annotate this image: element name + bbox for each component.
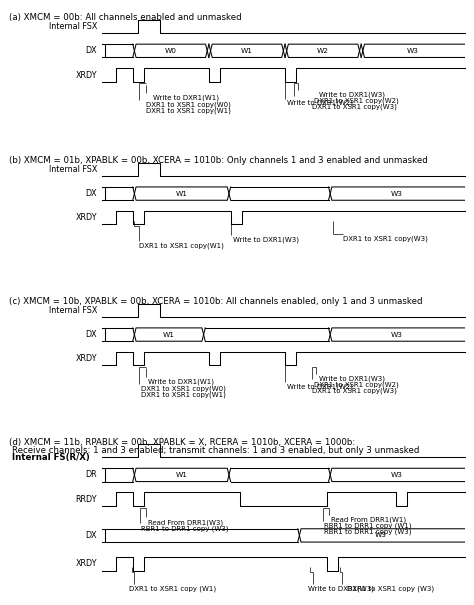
Text: W1: W1 <box>163 332 175 338</box>
Text: Write to DXR1(W2): Write to DXR1(W2) <box>287 384 353 390</box>
Text: W1: W1 <box>176 191 188 197</box>
Text: DXR1 to XSR1 copy(W0): DXR1 to XSR1 copy(W0) <box>146 102 231 108</box>
Text: Read From DRR1(W1): Read From DRR1(W1) <box>331 517 407 523</box>
Text: W1: W1 <box>176 472 188 478</box>
Text: DXR1 to XSR1 copy(W1): DXR1 to XSR1 copy(W1) <box>139 243 224 249</box>
Text: XRDY: XRDY <box>76 71 97 79</box>
Text: DXR1 to XSR1 copy(W2): DXR1 to XSR1 copy(W2) <box>314 381 399 388</box>
Text: DXR1 to XSR1 copy (W3): DXR1 to XSR1 copy (W3) <box>347 586 434 592</box>
Text: Write to DXR1(W3): Write to DXR1(W3) <box>319 375 385 382</box>
Text: XRDY: XRDY <box>76 355 97 363</box>
Text: W0: W0 <box>165 48 177 54</box>
Text: (c) XMCM = 10b, XPABLK = 00b, XCERA = 1010b: All channels enabled, only 1 and 3 : (c) XMCM = 10b, XPABLK = 00b, XCERA = 10… <box>9 297 422 306</box>
Text: Receive channels: 1 and 3 enabled; transmit channels: 1 and 3 enabled, but only : Receive channels: 1 and 3 enabled; trans… <box>12 446 419 455</box>
Text: XRDY: XRDY <box>76 214 97 222</box>
Text: DXR1 to XSR1 copy(W3): DXR1 to XSR1 copy(W3) <box>343 235 428 242</box>
Text: DX: DX <box>85 330 97 339</box>
Text: RBR1 to DRR1 copy (W1): RBR1 to DRR1 copy (W1) <box>324 523 412 529</box>
Text: RBR1 to DRR1 copy (W3): RBR1 to DRR1 copy (W3) <box>141 525 229 532</box>
Text: DXR1 to XSR1 copy(W0): DXR1 to XSR1 copy(W0) <box>141 385 226 392</box>
Text: XRDY: XRDY <box>76 560 97 568</box>
Text: Write to DXR1(W1): Write to DXR1(W1) <box>153 95 219 102</box>
Text: Write to DXR1(W3): Write to DXR1(W3) <box>319 91 385 98</box>
Text: Internal FSX: Internal FSX <box>49 22 97 31</box>
Text: DX: DX <box>85 189 97 198</box>
Text: W3: W3 <box>391 191 402 197</box>
Text: DXR1 to XSR1 copy(W3): DXR1 to XSR1 copy(W3) <box>312 387 397 394</box>
Text: (d) XMCM = 11b, RPABLK = 00b, XPABLK = X, RCERA = 1010b, XCERA = 1000b:: (d) XMCM = 11b, RPABLK = 00b, XPABLK = X… <box>9 438 355 447</box>
Text: Internal FSX: Internal FSX <box>49 165 97 174</box>
Text: DX: DX <box>85 47 97 55</box>
Text: DX: DX <box>85 531 97 540</box>
Text: DXR1 to XSR1 copy(W2): DXR1 to XSR1 copy(W2) <box>314 97 399 104</box>
Text: DXR1 to XSR1 copy (W1): DXR1 to XSR1 copy (W1) <box>129 586 217 592</box>
Text: (b) XMCM = 01b, XPABLK = 00b, XCERA = 1010b: Only channels 1 and 3 enabled and u: (b) XMCM = 01b, XPABLK = 00b, XCERA = 10… <box>9 156 427 165</box>
Text: Internal FS(R/X): Internal FS(R/X) <box>12 453 90 462</box>
Text: DXR1 to XSR1 copy(W3): DXR1 to XSR1 copy(W3) <box>312 103 397 110</box>
Text: DR: DR <box>85 471 97 479</box>
Text: DXR1 to XSR1 copy(W1): DXR1 to XSR1 copy(W1) <box>141 391 226 398</box>
Text: W3: W3 <box>375 532 387 538</box>
Text: W3: W3 <box>391 472 402 478</box>
Text: Write to DXR1(W3): Write to DXR1(W3) <box>308 586 374 592</box>
Text: Write to DXR1(W3): Write to DXR1(W3) <box>233 237 299 243</box>
Text: DXR1 to XSR1 copy(W1): DXR1 to XSR1 copy(W1) <box>146 108 231 114</box>
Text: Read From DRR1(W3): Read From DRR1(W3) <box>148 519 223 526</box>
Text: W2: W2 <box>317 48 329 54</box>
Text: Write to DXR1(W1): Write to DXR1(W1) <box>148 379 214 385</box>
Text: RBR1 to DRR1 copy (W3): RBR1 to DRR1 copy (W3) <box>324 529 412 535</box>
Text: (a) XMCM = 00b: All channels enabled and unmasked: (a) XMCM = 00b: All channels enabled and… <box>9 13 241 22</box>
Text: Internal FSX: Internal FSX <box>49 306 97 315</box>
Text: W3: W3 <box>391 332 402 338</box>
Text: RRDY: RRDY <box>76 495 97 503</box>
Text: W1: W1 <box>241 48 253 54</box>
Text: W3: W3 <box>407 48 419 54</box>
Text: Write to DXR1(W2): Write to DXR1(W2) <box>287 100 353 106</box>
